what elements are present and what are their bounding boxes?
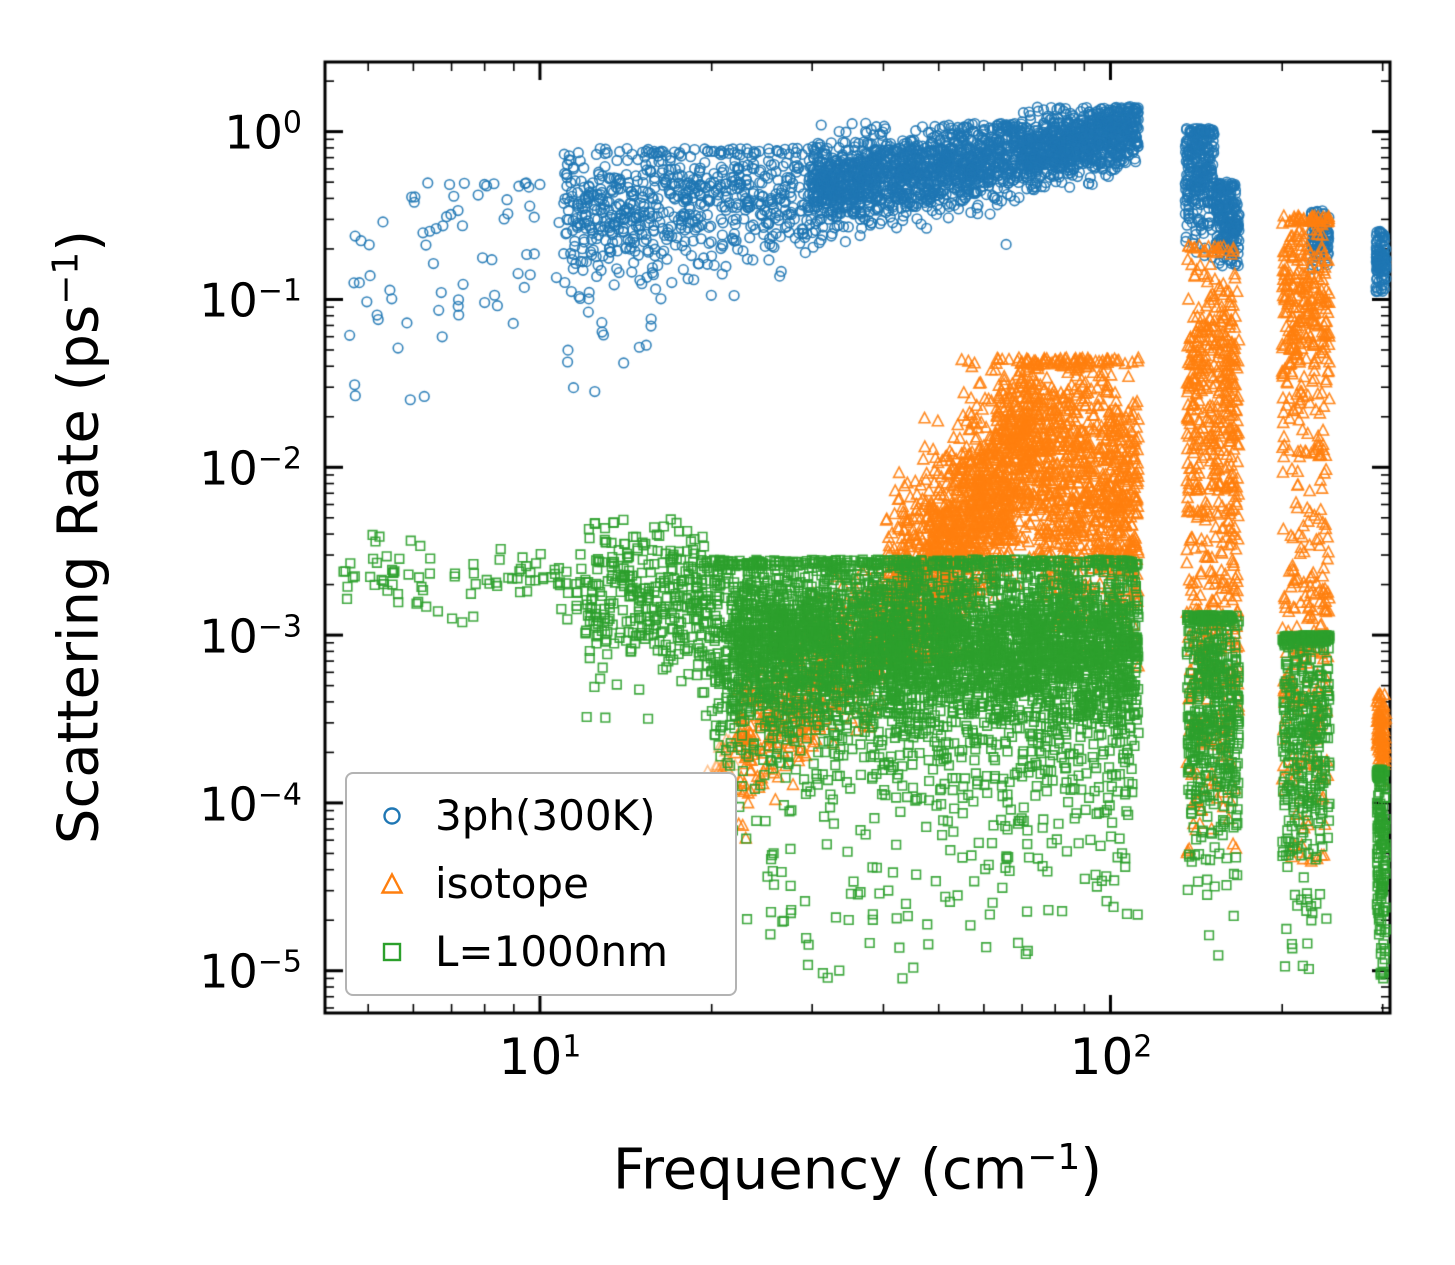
y-tick-exp: −5	[257, 944, 302, 980]
x-axis-title-text: Frequency (cm	[612, 1137, 1028, 1203]
y-tick-base: 10	[199, 609, 258, 664]
y-tick-base: 10	[199, 273, 258, 328]
x-axis-title-close: )	[1080, 1137, 1103, 1203]
legend: 3ph(300K) isotope L=1000nm	[345, 772, 737, 996]
y-tick-label: 100	[40, 105, 302, 156]
y-axis-title: Scattering Rate (ps−1)	[45, 229, 112, 845]
x-tick-label: 101	[499, 1032, 582, 1082]
x-tick-exp: 2	[1133, 1029, 1153, 1065]
triangle-marker-icon	[380, 871, 404, 894]
y-axis-title-close: )	[46, 229, 112, 252]
x-tick-exp: 1	[562, 1029, 582, 1065]
circle-marker-icon	[383, 807, 401, 825]
y-tick-label: 10−5	[40, 944, 302, 995]
y-tick-label: 10−1	[40, 273, 302, 324]
legend-label: L=1000nm	[435, 927, 669, 976]
y-tick-exp: −3	[257, 609, 302, 645]
legend-item-boundary: L=1000nm	[375, 931, 725, 973]
y-tick-exp: −2	[257, 441, 302, 477]
y-tick-base: 10	[199, 441, 258, 496]
y-tick-label: 10−3	[40, 609, 302, 660]
y-axis-title-text: Scattering Rate (ps	[46, 304, 112, 845]
legend-item-3ph: 3ph(300K)	[375, 795, 725, 837]
square-marker-icon	[382, 942, 402, 962]
x-tick-base: 10	[498, 1028, 563, 1086]
x-axis-title-exp: −1	[1027, 1137, 1081, 1178]
y-tick-exp: −1	[257, 273, 302, 309]
y-axis-title-exp: −1	[45, 251, 87, 305]
y-tick-exp: −4	[257, 777, 302, 813]
y-tick-base: 10	[199, 944, 258, 999]
y-tick-base: 10	[199, 777, 258, 832]
y-tick-base: 10	[224, 105, 283, 160]
legend-item-isotope: isotope	[375, 863, 725, 905]
y-tick-exp: 0	[282, 105, 302, 141]
x-axis-title: Frequency (cm−1)	[325, 1140, 1390, 1199]
legend-label: isotope	[435, 859, 589, 908]
x-tick-label: 102	[1070, 1032, 1153, 1082]
y-tick-label: 10−4	[40, 777, 302, 828]
legend-label: 3ph(300K)	[435, 791, 656, 840]
x-tick-base: 10	[1069, 1028, 1134, 1086]
y-tick-label: 10−2	[40, 441, 302, 492]
